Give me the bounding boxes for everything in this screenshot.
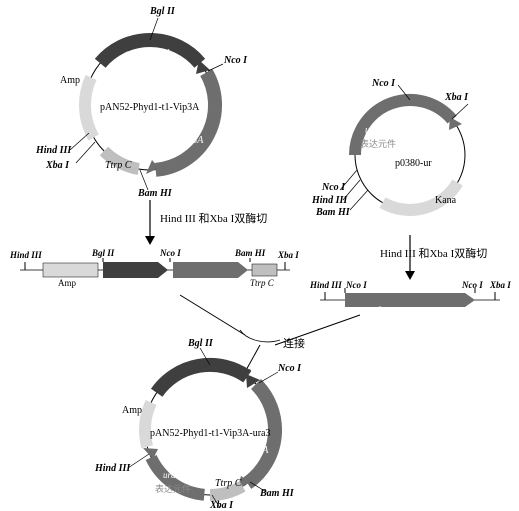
site-nco1-tl: Nco I xyxy=(224,55,247,66)
site-hind3-b: Hind III xyxy=(95,463,130,474)
site-xba1-tr-a: Xba I xyxy=(445,92,468,103)
seg-phyd1-tl: phyd1-t1 xyxy=(135,48,171,59)
seg-phyd1-b: phyd1-t1 xyxy=(195,375,231,386)
site-hind3-tr: Hind III xyxy=(312,195,347,206)
fl-nco1: Nco I xyxy=(160,248,181,258)
plasmid-tl-name: pAN52-Phyd1-t1-Vip3A xyxy=(100,102,199,113)
seg-kana-tr: Kana xyxy=(435,195,456,206)
seg-ura3b-b: 表达元件 xyxy=(155,482,191,495)
site-bamh1-tl: Bam HI xyxy=(138,188,172,199)
site-bgl2-tl: Bgl II xyxy=(150,6,175,17)
fl-vip3a: vip3A xyxy=(192,278,213,288)
site-nco1-tr-a: Nco I xyxy=(372,78,395,89)
fr-nco1b: Nco I xyxy=(462,280,483,290)
site-nco1-b: Nco I xyxy=(278,363,301,374)
seg-amp-b: Amp xyxy=(122,405,142,416)
site-nco1-tr-b: Nco I xyxy=(322,182,345,193)
plasmid-tr-name: p0380-ur xyxy=(395,158,432,169)
site-hind3-tl: Hind III xyxy=(36,145,71,156)
digest-right-caption: Hind III 和Xba I双酶切 xyxy=(380,245,487,261)
fl-bamh1: Bam HI xyxy=(235,248,265,258)
seg-ura3a-tr: ura3 xyxy=(365,125,384,136)
fr-xba1: Xba I xyxy=(490,280,511,290)
fl-xba1: Xba I xyxy=(278,250,299,260)
fr-ura3: ura3 xyxy=(365,305,382,315)
site-xba1-tl: Xba I xyxy=(46,160,69,171)
seg-ttrpC-b: Ttrp C xyxy=(215,478,241,489)
fl-amp: Amp xyxy=(58,278,76,288)
site-bamh1-tr: Bam HI xyxy=(316,207,350,218)
fr-hind3: Hind III xyxy=(310,280,342,290)
fragment-left xyxy=(20,258,290,278)
site-bamh1-b: Bam HI xyxy=(260,488,294,499)
fl-ttrpC: Ttrp C xyxy=(250,278,274,288)
seg-amp-tl: Amp xyxy=(60,75,80,86)
seg-vip3a-b: vip3A xyxy=(245,445,268,456)
seg-ttrpC-tl: Ttrp C xyxy=(105,160,131,171)
fl-bgl2: Bgl II xyxy=(92,248,114,258)
seg-vip3a-tl: vip3A xyxy=(180,135,203,146)
seg-ura3a-b: ura3 xyxy=(163,470,180,480)
fl-hind3: Hind III xyxy=(10,250,42,260)
fr-nco1a: Nco I xyxy=(346,280,367,290)
digest-left-caption: Hind III 和Xba I双酶切 xyxy=(160,210,267,226)
ligation-caption: 连接 xyxy=(283,335,305,351)
seg-ura3b-tr: 表达元件 xyxy=(360,137,396,150)
site-bgl2-b: Bgl II xyxy=(188,338,213,349)
fl-phyd1: phyd1-t1 xyxy=(112,278,144,288)
plasmid-b-name: pAN52-Phyd1-t1-Vip3A-ura3 xyxy=(150,428,271,439)
site-xba1-b: Xba I xyxy=(210,500,233,511)
fr-expr: 表达元件 xyxy=(392,305,428,318)
